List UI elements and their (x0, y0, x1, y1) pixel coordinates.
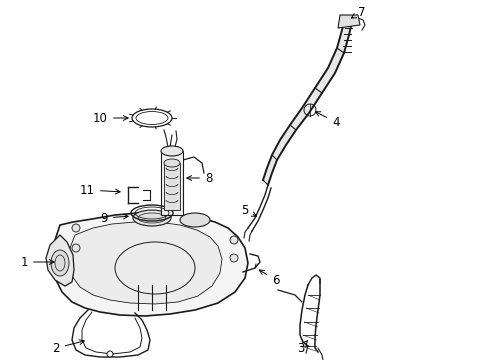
Polygon shape (68, 222, 222, 304)
Text: 6: 6 (259, 270, 279, 287)
Circle shape (72, 244, 80, 252)
Text: 10: 10 (93, 112, 128, 125)
Circle shape (107, 351, 113, 357)
Circle shape (72, 224, 80, 232)
Ellipse shape (51, 250, 69, 276)
Ellipse shape (180, 213, 209, 227)
Text: 2: 2 (52, 340, 84, 355)
Polygon shape (263, 18, 351, 185)
Ellipse shape (161, 146, 183, 156)
Polygon shape (163, 163, 180, 210)
Text: 1: 1 (20, 256, 54, 269)
Text: 8: 8 (186, 171, 212, 185)
Ellipse shape (133, 210, 171, 226)
Text: 3: 3 (297, 340, 307, 355)
Text: 5: 5 (240, 203, 256, 216)
Text: 7: 7 (350, 5, 365, 18)
Text: 11: 11 (80, 184, 120, 197)
Polygon shape (337, 15, 359, 28)
Text: 9: 9 (101, 212, 128, 225)
Ellipse shape (163, 159, 180, 167)
Circle shape (229, 254, 238, 262)
Polygon shape (52, 213, 247, 316)
Text: 4: 4 (315, 112, 339, 129)
Circle shape (229, 236, 238, 244)
Polygon shape (46, 235, 74, 286)
Polygon shape (161, 151, 183, 215)
